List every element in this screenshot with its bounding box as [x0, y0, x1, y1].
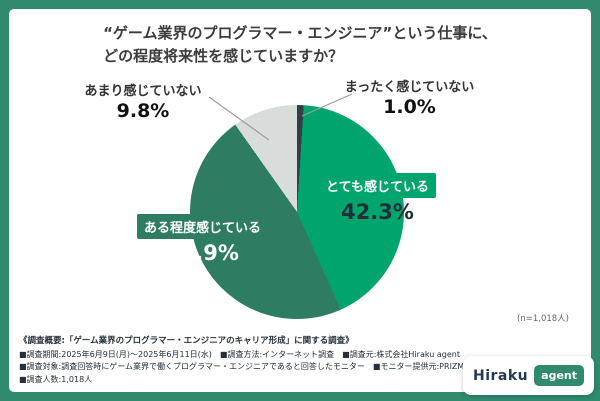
pie-chart	[190, 105, 404, 319]
segment-label-group-totemo: とても感じている 42.3%	[319, 173, 436, 224]
survey-summary-line-2: ■調査期間:2025年6月9日(月)〜2025年6月11日(水) ■調査方法:イ…	[19, 349, 460, 359]
segment-label-mattaku: まったく感じていない	[344, 80, 475, 95]
segment-label-aruteido: ある程度感じている	[137, 214, 269, 239]
segment-value-aruteido: 46.9%	[166, 241, 239, 265]
brand-chip-text: agent	[534, 365, 584, 386]
chart-card: “ゲーム業界のプログラマー・エンジニア”という仕事に、 どの程度将来性を感じてい…	[9, 9, 591, 392]
sample-size-note: (n=1,018人)	[517, 314, 569, 324]
survey-summary-line-4: ■調査人数:1,018人	[19, 375, 93, 385]
segment-label-totemo: とても感じている	[319, 173, 436, 198]
segment-label-group-mattaku: まったく感じていない 1.0%	[327, 76, 492, 118]
brand-name-text: Hiraku	[472, 367, 529, 384]
survey-summary-title: 《調査概要:「ゲーム業界のプログラマー・エンジニアのキャリア形成」に関する調査》	[19, 336, 354, 346]
brand-logo: Hiraku agent	[462, 356, 594, 395]
segment-label-group-amari: あまり感じていない 9.8%	[73, 80, 213, 122]
title-line-1: “ゲーム業界のプログラマー・エンジニア”という仕事に、	[103, 24, 497, 42]
segment-label-group-aruteido: ある程度感じている 46.9%	[137, 214, 269, 265]
segment-value-totemo: 42.3%	[341, 200, 414, 224]
chart-title-text: “ゲーム業界のプログラマー・エンジニア”という仕事に、 どの程度将来性を感じてい…	[103, 22, 497, 69]
segment-value-amari: 9.8%	[116, 100, 170, 122]
survey-summary-line-3: ■調査対象:調査回答時にゲーム業界で働くプログラマー・エンジニアであると回答した…	[19, 362, 502, 372]
survey-summary: 《調査概要:「ゲーム業界のプログラマー・エンジニアのキャリア形成」に関する調査》…	[19, 335, 502, 387]
segment-value-mattaku: 1.0%	[383, 96, 436, 118]
chart-title: “ゲーム業界のプログラマー・エンジニア”という仕事に、 どの程度将来性を感じてい…	[9, 22, 591, 69]
title-line-2: どの程度将来性を感じていますか？	[103, 47, 344, 66]
segment-label-amari: あまり感じていない	[84, 84, 202, 99]
